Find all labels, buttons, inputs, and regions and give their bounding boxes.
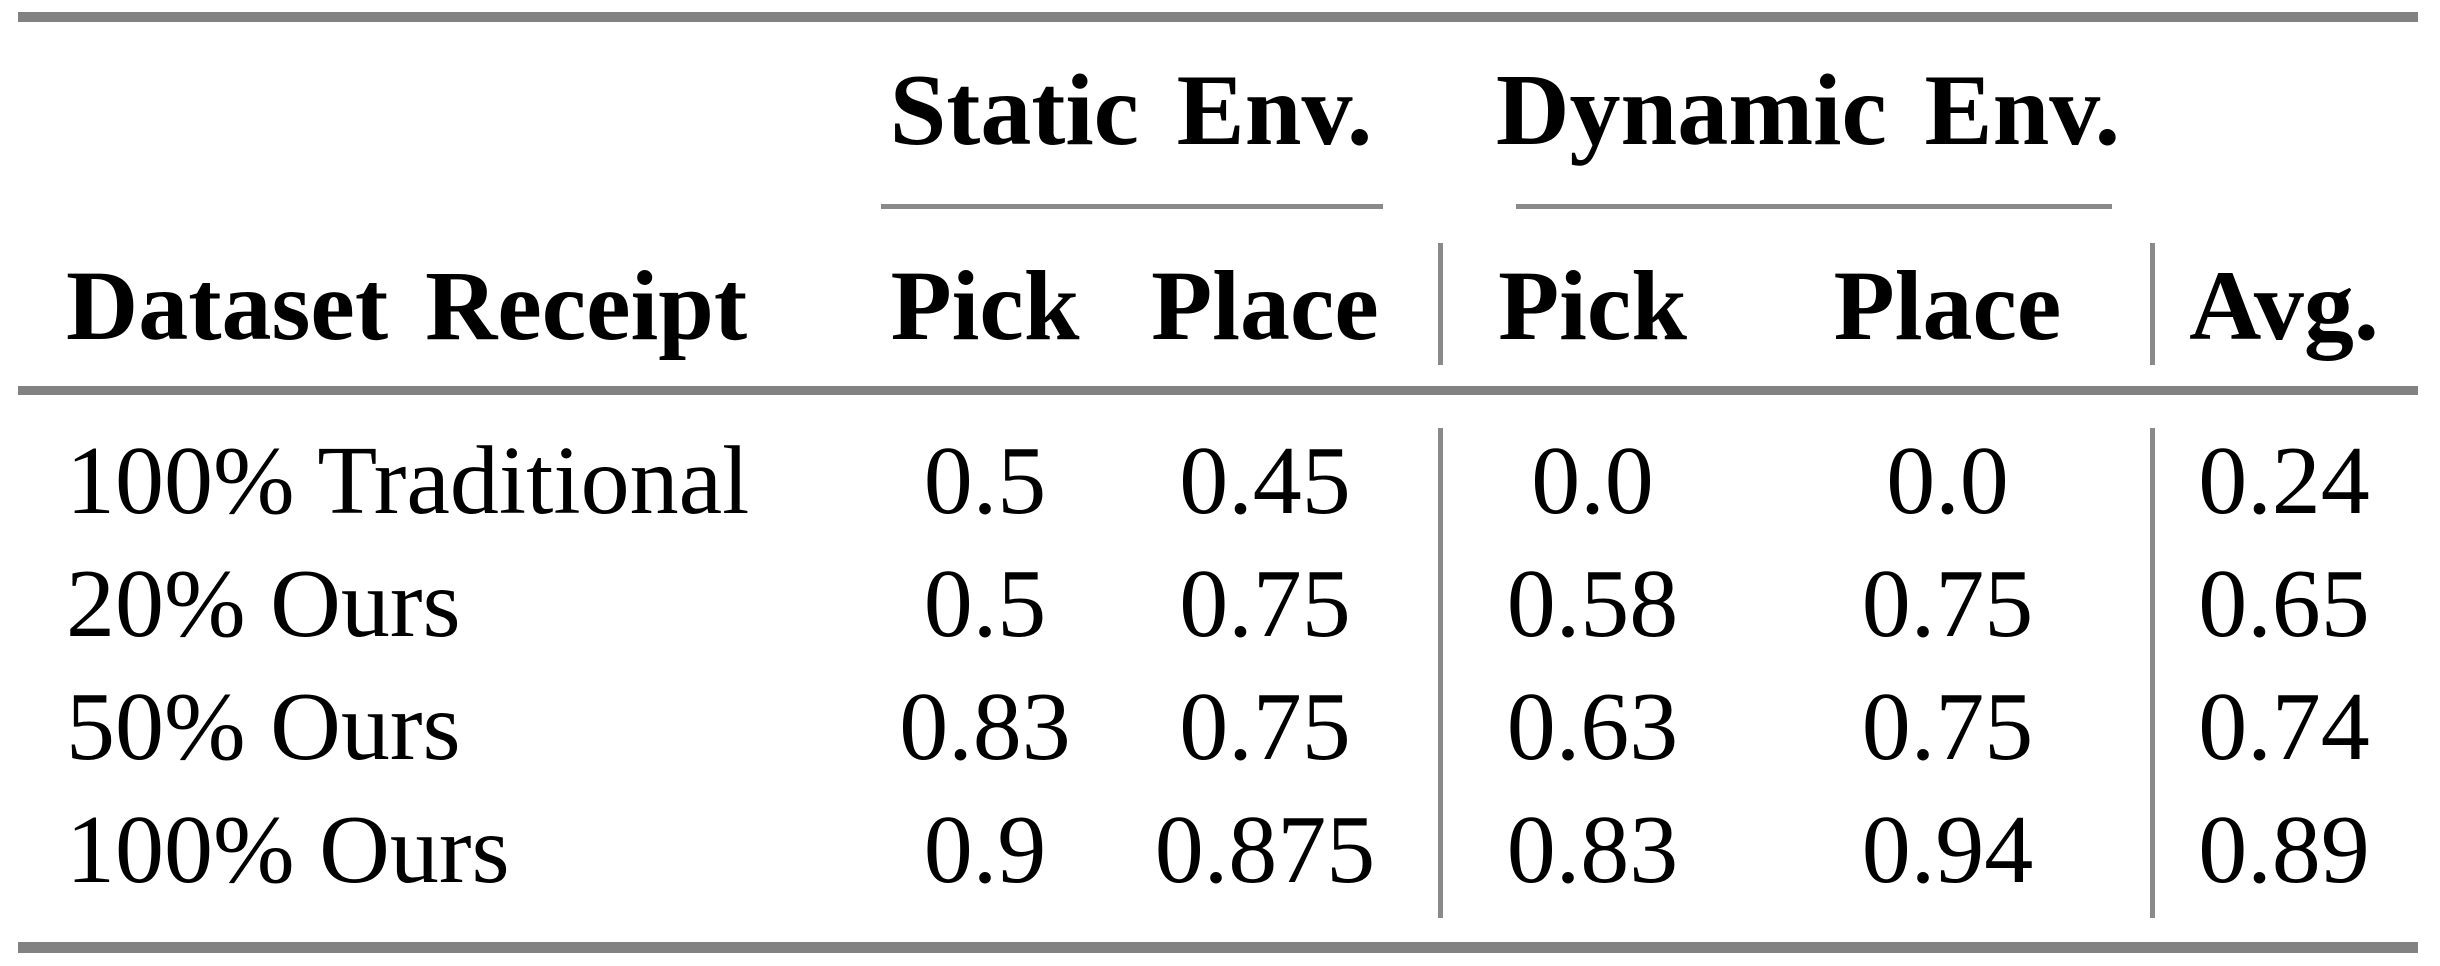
row-label: 50% Ours	[66, 672, 461, 781]
table-cell: 0.94	[1861, 795, 2034, 904]
table-cell: 0.5	[923, 549, 1047, 658]
table-cell: 0.0	[1531, 426, 1654, 535]
table-cell: 0.0	[1886, 426, 2009, 535]
body-separator-static-dynamic	[1438, 428, 1443, 918]
table-cell: 0.75	[1861, 672, 2034, 781]
table-cell: 0.83	[1506, 795, 1679, 904]
table-cell: 0.75	[1861, 549, 2034, 658]
table-cell: 0.89	[2198, 795, 2370, 904]
table-bottom-rule	[18, 942, 2418, 953]
table-cell: 0.75	[1179, 672, 1351, 781]
table-cell: 0.9	[923, 795, 1047, 904]
table-cell: 0.875	[1154, 795, 1376, 904]
row-label: 100% Ours	[66, 795, 510, 904]
dynamic-env-underline	[1516, 204, 2112, 209]
row-label: 20% Ours	[66, 549, 461, 658]
table-cell: 0.83	[899, 672, 1071, 781]
table-cell: 0.65	[2198, 549, 2370, 658]
column-header-dataset-receipt: Dataset Receipt	[66, 249, 748, 361]
table-cell: 0.24	[2198, 426, 2370, 535]
table-top-rule	[18, 12, 2418, 22]
table-header-rule	[18, 386, 2418, 395]
group-header-dynamic-env: Dynamic Env.	[1495, 54, 2121, 168]
group-header-static-env: Static Env.	[889, 54, 1373, 168]
header-separator-avg	[2150, 243, 2155, 365]
header-separator-static-dynamic	[1438, 243, 1443, 365]
column-header-avg: Avg.	[2189, 249, 2379, 361]
table-cell: 0.63	[1506, 672, 1679, 781]
column-header-static-place: Place	[1151, 249, 1379, 361]
table-cell: 0.45	[1179, 426, 1351, 535]
table-grid: Static Env. Dynamic Env. Dataset Receipt…	[18, 22, 2418, 912]
column-header-dynamic-pick: Pick	[1498, 249, 1687, 361]
column-header-dynamic-place: Place	[1833, 249, 2062, 361]
column-header-static-pick: Pick	[890, 249, 1080, 361]
row-label: 100% Traditional	[66, 426, 750, 535]
body-separator-avg	[2150, 428, 2155, 918]
table-cell: 0.75	[1179, 549, 1351, 658]
static-env-underline	[881, 204, 1383, 209]
table-cell: 0.58	[1506, 549, 1679, 658]
table-cell: 0.74	[2198, 672, 2370, 781]
table-cell: 0.5	[923, 426, 1047, 535]
